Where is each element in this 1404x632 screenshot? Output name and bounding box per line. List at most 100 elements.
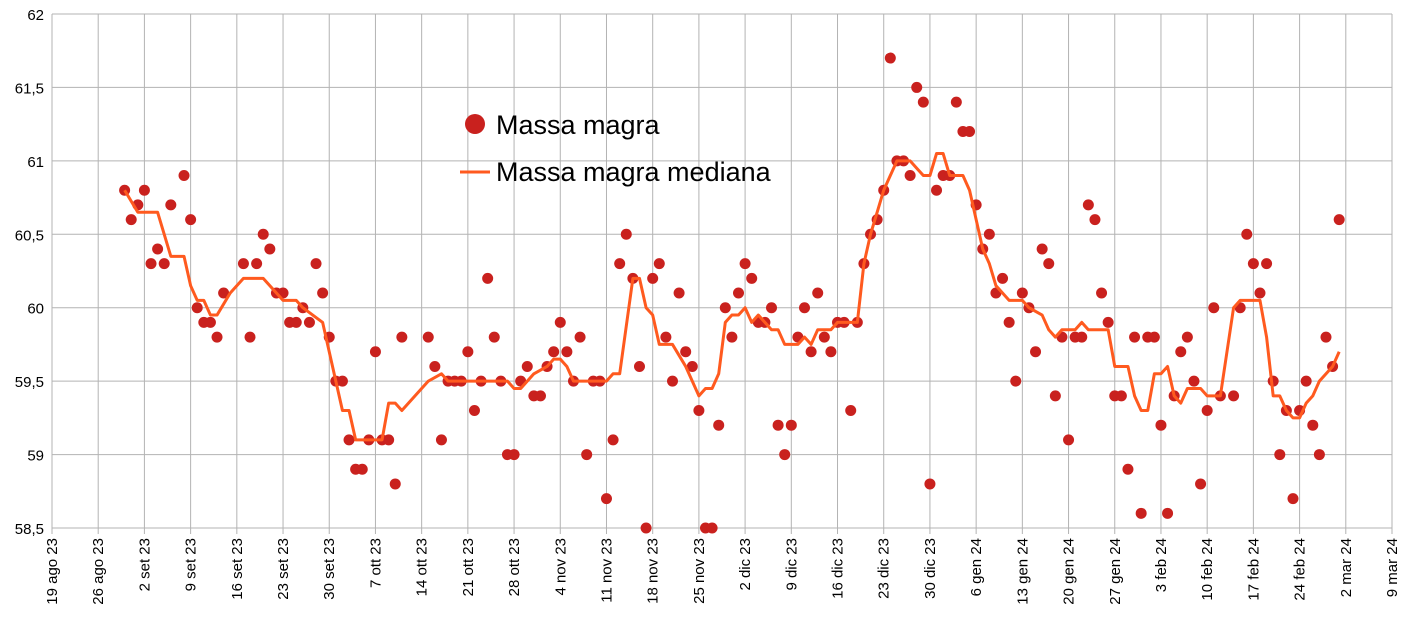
data-point	[1241, 228, 1253, 240]
data-point	[237, 258, 249, 270]
data-point	[290, 316, 302, 328]
legend-label-massa-magra-mediana: Massa magra mediana	[496, 157, 772, 187]
data-point	[686, 360, 698, 372]
data-point	[607, 434, 619, 446]
data-point	[1076, 331, 1088, 343]
data-point	[303, 316, 315, 328]
y-tick-label: 58,5	[15, 521, 44, 538]
y-tick-label: 61,5	[15, 80, 44, 97]
x-tick-label: 16 set 23	[229, 538, 246, 600]
data-point	[574, 331, 586, 343]
x-tick-label: 23 set 23	[275, 538, 292, 600]
data-point	[1030, 346, 1042, 358]
data-point	[997, 272, 1009, 284]
data-point	[904, 170, 916, 182]
x-tick-label: 16 dic 23	[830, 538, 847, 599]
data-point	[1043, 258, 1055, 270]
data-point	[1003, 316, 1015, 328]
x-tick-label: 26 ago 23	[90, 538, 107, 605]
data-point	[435, 434, 447, 446]
data-point	[911, 81, 923, 93]
data-point	[614, 258, 626, 270]
data-point	[1036, 243, 1048, 255]
data-point	[825, 346, 837, 358]
legend: Massa magra Massa magra mediana	[460, 110, 772, 187]
data-point	[1063, 434, 1075, 446]
data-point	[1175, 346, 1187, 358]
data-point	[343, 434, 355, 446]
data-point	[647, 272, 659, 284]
data-point	[653, 258, 665, 270]
data-point	[733, 287, 745, 299]
x-tick-label: 25 nov 23	[691, 538, 708, 604]
data-point	[1261, 258, 1273, 270]
data-point	[600, 493, 612, 505]
data-point	[356, 463, 368, 475]
data-point	[739, 258, 751, 270]
data-point	[818, 331, 830, 343]
y-tick-label: 59	[27, 448, 44, 465]
data-point	[1135, 507, 1147, 519]
data-point	[693, 405, 705, 417]
data-point	[785, 419, 797, 431]
x-tick-label: 9 dic 23	[783, 538, 800, 591]
x-axis-ticks: 19 ago 23 26 ago 23 2 set 23 9 set 23 16 set…	[44, 538, 1401, 605]
data-point	[534, 390, 546, 402]
data-point	[706, 522, 718, 534]
data-point	[799, 302, 811, 314]
data-point	[620, 228, 632, 240]
data-point	[812, 287, 824, 299]
data-point	[1320, 331, 1332, 343]
x-tick-label: 2 mar 24	[1338, 538, 1355, 597]
x-tick-label: 9 mar 24	[1384, 538, 1401, 597]
data-point	[1254, 287, 1266, 299]
y-axis-ticks: 58,5 59 59,5 60 60,5 61 61,5 62	[15, 7, 44, 538]
data-point	[152, 243, 164, 255]
median-line	[123, 152, 1341, 442]
x-tick-label: 27 gen 24	[1107, 538, 1124, 605]
legend-label-massa-magra: Massa magra	[496, 110, 661, 140]
data-point	[1162, 507, 1174, 519]
data-point	[1102, 316, 1114, 328]
data-point	[805, 346, 817, 358]
data-point	[1274, 449, 1286, 461]
data-point	[317, 287, 329, 299]
y-tick-label: 59,5	[15, 374, 44, 391]
data-point	[396, 331, 408, 343]
data-point	[726, 331, 738, 343]
data-point	[369, 346, 381, 358]
x-tick-label: 9 set 23	[183, 538, 200, 591]
x-tick-label: 14 ott 23	[414, 538, 431, 596]
x-tick-label: 10 feb 24	[1199, 538, 1216, 601]
data-point	[1195, 478, 1207, 490]
data-point	[204, 316, 216, 328]
data-point	[165, 199, 177, 211]
data-point	[561, 346, 573, 358]
data-point	[1300, 375, 1312, 387]
data-point	[983, 228, 995, 240]
data-point	[924, 478, 936, 490]
data-point	[1122, 463, 1134, 475]
data-point	[845, 405, 857, 417]
data-point	[779, 449, 791, 461]
data-point	[158, 258, 170, 270]
data-point	[383, 434, 395, 446]
data-point	[389, 478, 401, 490]
data-point	[1082, 199, 1094, 211]
data-point	[211, 331, 223, 343]
y-tick-label: 61	[27, 154, 44, 171]
data-point	[1129, 331, 1141, 343]
data-point	[673, 287, 685, 299]
data-point	[251, 258, 263, 270]
data-point	[125, 214, 137, 226]
x-tick-label: 2 set 23	[136, 538, 153, 591]
data-point	[680, 346, 692, 358]
x-tick-label: 24 feb 24	[1292, 538, 1309, 601]
data-point	[191, 302, 203, 314]
x-tick-label: 4 nov 23	[552, 538, 569, 596]
data-point	[521, 360, 533, 372]
data-point	[310, 258, 322, 270]
data-point	[666, 375, 678, 387]
data-point	[1010, 375, 1022, 387]
data-point	[713, 419, 725, 431]
